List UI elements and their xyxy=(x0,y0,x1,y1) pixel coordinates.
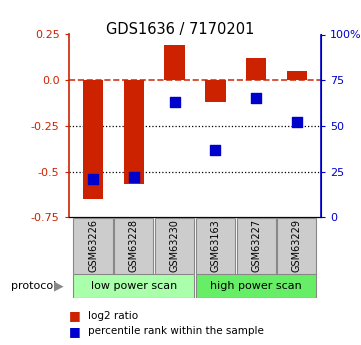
Bar xyxy=(123,80,144,185)
Text: GSM63226: GSM63226 xyxy=(88,219,98,272)
Bar xyxy=(205,80,226,102)
Text: percentile rank within the sample: percentile rank within the sample xyxy=(88,326,264,336)
Text: GSM63228: GSM63228 xyxy=(129,219,139,272)
Text: GSM63227: GSM63227 xyxy=(251,219,261,272)
Text: GSM63163: GSM63163 xyxy=(210,219,220,272)
Text: GSM63230: GSM63230 xyxy=(170,219,179,272)
FancyBboxPatch shape xyxy=(114,218,153,274)
Text: low power scan: low power scan xyxy=(91,281,177,291)
FancyBboxPatch shape xyxy=(196,274,316,298)
FancyBboxPatch shape xyxy=(155,218,194,274)
FancyBboxPatch shape xyxy=(277,218,316,274)
FancyBboxPatch shape xyxy=(74,218,113,274)
Point xyxy=(172,99,178,105)
Text: ■: ■ xyxy=(69,309,81,322)
Bar xyxy=(287,71,307,80)
Text: protocol: protocol xyxy=(11,282,56,291)
Point xyxy=(131,174,137,180)
Bar xyxy=(164,46,185,80)
Point xyxy=(294,119,300,125)
FancyBboxPatch shape xyxy=(196,218,235,274)
Point xyxy=(90,176,96,182)
Point xyxy=(253,96,259,101)
Text: ■: ■ xyxy=(69,325,81,338)
Text: high power scan: high power scan xyxy=(210,281,302,291)
Text: GSM63229: GSM63229 xyxy=(292,219,302,272)
Text: log2 ratio: log2 ratio xyxy=(88,311,139,321)
Bar xyxy=(246,58,266,80)
Text: GDS1636 / 7170201: GDS1636 / 7170201 xyxy=(106,22,255,37)
Bar xyxy=(83,80,103,199)
Text: ▶: ▶ xyxy=(53,280,63,293)
FancyBboxPatch shape xyxy=(74,274,194,298)
Point xyxy=(212,147,218,152)
FancyBboxPatch shape xyxy=(236,218,276,274)
